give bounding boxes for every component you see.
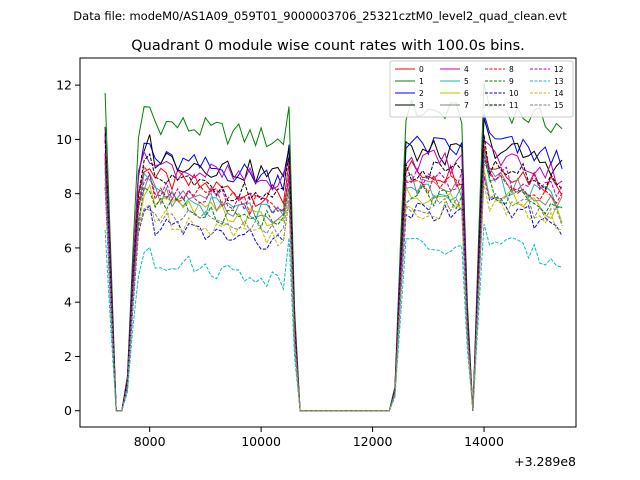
y-tick-label: 6 [64,240,72,255]
legend-label-4: 4 [464,65,469,74]
legend-label-1: 1 [419,77,424,86]
legend-label-0: 0 [419,65,424,74]
y-tick-label: 2 [64,349,72,364]
x-tick-label: 10000 [241,434,281,449]
legend-label-6: 6 [464,89,469,98]
legend-label-13: 13 [554,77,564,86]
y-tick-label: 8 [64,186,72,201]
series-line-9 [104,157,563,412]
legend-label-12: 12 [554,65,564,74]
series-line-3 [104,117,563,412]
legend-label-7: 7 [464,101,469,110]
legend-label-15: 15 [554,101,564,110]
series-line-4 [104,135,563,412]
series-line-14 [104,182,563,412]
x-tick-label: 8000 [134,434,166,449]
plot-frame [79,57,577,428]
series-layer [104,83,563,412]
x-tick-label: 14000 [464,434,504,449]
x-tick-label: 12000 [353,434,393,449]
series-line-1 [104,83,563,412]
x-axis: 8000 10000 12000 14000 [134,427,504,449]
y-tick-label: 4 [64,295,72,310]
legend-box [389,60,574,118]
series-line-2 [104,113,563,412]
series-line-15 [104,172,563,412]
legend-label-9: 9 [509,77,514,86]
legend-label-10: 10 [509,89,519,98]
legend-label-5: 5 [464,77,469,86]
y-axis: 0 2 4 6 8 10 12 [56,78,80,418]
y-tick-label: 12 [56,78,72,93]
legend-label-14: 14 [554,89,564,98]
series-line-7 [104,163,563,412]
series-line-0 [104,146,563,412]
x-offset-label: +3.289e8 [514,454,576,469]
datafile-label: Data file: modeM0/AS1A09_059T01_90000037… [73,9,567,23]
y-tick-label: 0 [64,403,72,418]
series-line-10 [104,175,563,412]
legend-label-2: 2 [419,89,424,98]
series-line-11 [104,134,563,412]
series-line-5 [104,150,563,412]
legend-label-3: 3 [419,101,424,110]
series-line-13 [104,223,563,412]
y-tick-label: 10 [56,132,72,147]
legend-label-8: 8 [509,65,514,74]
legend-label-11: 11 [509,101,519,110]
chart-title: Quadrant 0 module wise count rates with … [131,38,525,54]
